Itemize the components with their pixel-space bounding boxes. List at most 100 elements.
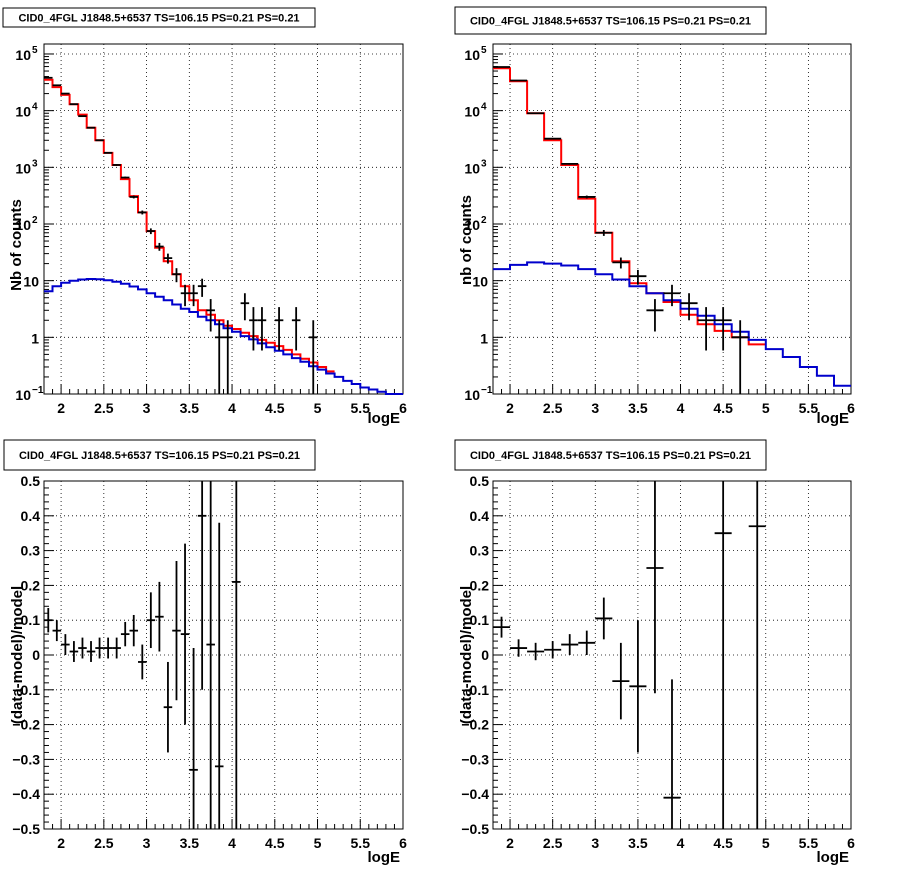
- x-tick-label: 4.5: [713, 835, 733, 851]
- x-axis-label: logE: [368, 849, 401, 866]
- data-point: [274, 307, 284, 351]
- y-tick-label: −0.3: [12, 751, 40, 767]
- y-tick-label: −0.5: [12, 821, 40, 837]
- x-tick-label: 4: [677, 400, 685, 416]
- x-axis-label: logE: [817, 410, 850, 427]
- y-tick-label: 10: [15, 217, 31, 233]
- y-tick-label: 0.1: [470, 612, 490, 628]
- y-tick-label: 10: [15, 104, 31, 120]
- y-tick-label: 0.3: [470, 543, 490, 559]
- y-tick-exponent: −1: [481, 385, 493, 396]
- x-tick-label: 2: [57, 400, 65, 416]
- x-tick-label: 3: [591, 400, 599, 416]
- data-point: [163, 253, 173, 264]
- x-tick-label: 3.5: [180, 835, 200, 851]
- data-point: [52, 620, 62, 642]
- y-tick-label: −0.2: [12, 717, 40, 733]
- data-point: [232, 481, 241, 829]
- chart-panel-2: CID0_4FGL J1848.5+6537 TS=106.15 PS=0.21…: [454, 6, 855, 427]
- x-tick-label: 6: [399, 835, 407, 851]
- data-point: [493, 616, 511, 638]
- x-tick-label: 3.5: [180, 400, 200, 416]
- data-point: [95, 637, 104, 659]
- x-tick-label: 2.5: [94, 835, 114, 851]
- y-axis-label: (data-model)/model: [458, 586, 475, 724]
- y-axis-label: nb of counts: [458, 195, 475, 285]
- x-tick-label: 5.5: [351, 400, 371, 416]
- series-1-step-line: [44, 78, 335, 373]
- x-tick-label: 4: [228, 835, 236, 851]
- x-tick-label: 5: [314, 835, 322, 851]
- y-tick-label: −0.1: [12, 682, 40, 698]
- data-point: [120, 176, 130, 179]
- x-axis-label: logE: [817, 849, 850, 866]
- data-point: [527, 112, 545, 115]
- x-tick-label: 4.5: [265, 835, 285, 851]
- data-point: [646, 481, 664, 694]
- data-point: [189, 648, 198, 829]
- y-tick-exponent: 3: [481, 158, 487, 169]
- data-point: [561, 162, 579, 165]
- data-point: [612, 257, 630, 269]
- y-tick-exponent: 2: [481, 215, 487, 226]
- data-point: [103, 637, 113, 659]
- data-point: [172, 268, 181, 283]
- y-tick-label: 0.5: [470, 473, 490, 489]
- x-tick-label: 5.5: [799, 835, 819, 851]
- data-point: [146, 228, 156, 235]
- data-point: [257, 307, 267, 351]
- y-tick-label: −0.5: [461, 821, 489, 837]
- y-tick-label: 10: [15, 160, 31, 176]
- data-point: [223, 320, 233, 394]
- data-point: [112, 164, 121, 166]
- data-point: [595, 229, 613, 236]
- title-box: [454, 439, 767, 471]
- chart-panel-4: CID0_4FGL J1848.5+6537 TS=106.15 PS=0.21…: [454, 439, 855, 866]
- data-point: [646, 299, 664, 332]
- x-tick-label: 5.5: [351, 835, 371, 851]
- data-point: [138, 210, 147, 215]
- y-tick-label: 1: [31, 330, 39, 346]
- x-tick-label: 3: [143, 400, 151, 416]
- x-axis-label: logE: [368, 410, 401, 427]
- y-tick-exponent: 5: [481, 45, 487, 56]
- x-tick-label: 3.5: [628, 400, 648, 416]
- x-tick-label: 2.5: [94, 400, 114, 416]
- data-point: [748, 481, 766, 829]
- x-tick-label: 6: [847, 400, 855, 416]
- y-tick-label: −0.4: [461, 786, 489, 802]
- data-point: [103, 151, 113, 154]
- y-tick-label: 0.2: [470, 577, 490, 593]
- y-tick-label: 0.2: [21, 577, 41, 593]
- x-tick-label: 2: [57, 835, 65, 851]
- y-tick-label: −0.4: [12, 786, 40, 802]
- y-tick-label: 10: [464, 217, 480, 233]
- x-tick-label: 6: [399, 400, 407, 416]
- y-tick-label: 0: [481, 647, 489, 663]
- data-point: [120, 621, 130, 647]
- y-tick-label: 0: [32, 647, 40, 663]
- x-tick-label: 2: [506, 400, 514, 416]
- y-tick-label: 0.4: [21, 508, 41, 524]
- x-tick-label: 5.5: [799, 400, 819, 416]
- data-point: [308, 320, 318, 394]
- data-point: [189, 284, 198, 307]
- x-tick-label: 6: [847, 835, 855, 851]
- data-point: [197, 481, 207, 690]
- y-tick-label: 10: [15, 387, 31, 403]
- title-box: [2, 7, 316, 28]
- y-tick-label: 10: [464, 387, 480, 403]
- x-tick-label: 4: [228, 400, 236, 416]
- x-tick-label: 2.5: [543, 400, 563, 416]
- data-point: [214, 320, 224, 394]
- x-tick-label: 3: [143, 835, 151, 851]
- y-tick-exponent: 3: [32, 158, 38, 169]
- y-tick-exponent: 4: [481, 102, 487, 113]
- title-box: [454, 6, 767, 35]
- data-point: [146, 592, 156, 649]
- data-point: [240, 293, 250, 321]
- data-point: [44, 608, 53, 633]
- data-point: [69, 641, 79, 662]
- data-point: [731, 320, 749, 394]
